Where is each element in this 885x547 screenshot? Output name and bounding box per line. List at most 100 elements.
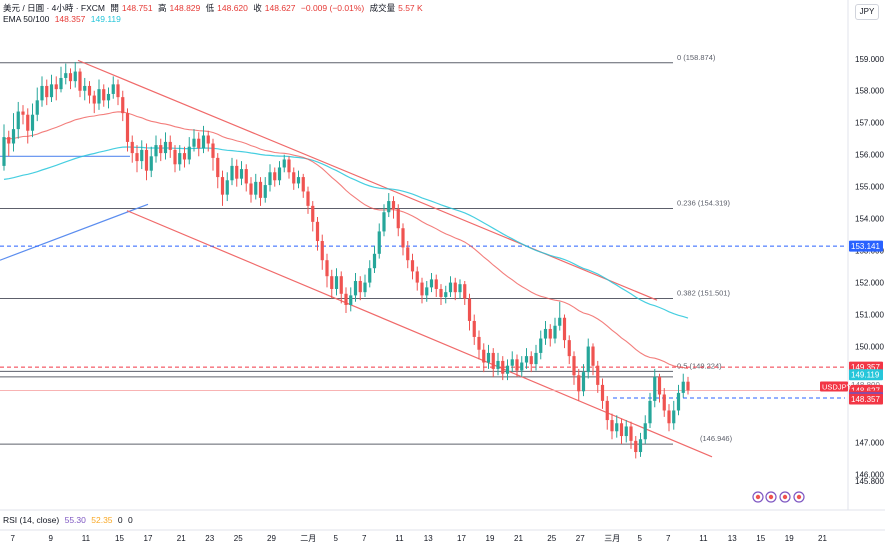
price-tag-text: 153.141: [851, 242, 880, 251]
candle: [377, 223, 381, 259]
candle: [420, 277, 424, 304]
ema-legend[interactable]: EMA 50/100 148.357 149.119: [3, 14, 124, 25]
candle: [106, 87, 111, 109]
candle: [54, 76, 58, 101]
candle: [624, 420, 628, 443]
candle: [681, 373, 685, 398]
candle: [387, 193, 391, 218]
ohlc-legend: 美元 / 日圓 · 4小時 · FXCM 開 148.751 高 148.829 低…: [3, 3, 426, 14]
symbol-title[interactable]: 美元 / 日圓 · 4小時 · FXCM: [3, 3, 106, 13]
candle: [59, 66, 63, 93]
y-tick-label: 156.000: [855, 151, 884, 160]
x-tick-label: 17: [144, 534, 153, 543]
candle: [311, 201, 315, 232]
x-tick-label: 15: [756, 534, 765, 543]
candle: [539, 330, 543, 360]
x-tick-label: 13: [424, 534, 433, 543]
candle: [225, 172, 229, 202]
volume-label: 成交量: [369, 3, 396, 13]
rsi-label: RSI (14, close): [3, 515, 60, 525]
candle: [610, 413, 614, 440]
candle: [282, 154, 286, 173]
event-flag-dot: [782, 494, 788, 500]
candle: [596, 360, 600, 393]
candle: [83, 77, 87, 101]
candle: [163, 132, 168, 160]
candle: [439, 284, 443, 305]
candle: [140, 140, 144, 170]
candle: [64, 63, 68, 85]
ema50-line: [3, 111, 689, 369]
candle: [16, 101, 20, 139]
candle: [263, 177, 267, 203]
candle: [634, 436, 638, 459]
candle: [686, 376, 690, 395]
x-tick-label: 7: [11, 534, 16, 543]
candle: [320, 234, 324, 270]
candle: [68, 68, 73, 90]
event-flag-dot: [768, 494, 774, 500]
candle: [21, 105, 25, 125]
candle: [121, 90, 125, 122]
candle: [49, 74, 54, 102]
candle: [615, 415, 619, 438]
x-tick-label: 9: [49, 534, 54, 543]
candle: [11, 113, 16, 152]
candle: [534, 344, 538, 371]
candle: [211, 138, 215, 171]
candle: [344, 287, 348, 313]
y-tick-label: 158.000: [855, 87, 884, 96]
candle: [26, 108, 30, 144]
currency-button[interactable]: JPY: [855, 4, 879, 20]
candle: [472, 314, 476, 345]
candle: [173, 145, 177, 173]
candle: [425, 280, 429, 302]
close-value: 148.627: [264, 3, 296, 13]
ema-label: EMA 50/100: [3, 14, 50, 24]
candle: [444, 285, 448, 304]
y-tick-label: 147.000: [855, 438, 884, 447]
candle: [287, 156, 291, 179]
candle: [458, 279, 462, 299]
fib-level-label: (146.946): [700, 434, 733, 443]
x-tick-label: 21: [514, 534, 523, 543]
price-tag-text: 148.357: [851, 395, 880, 404]
candle: [97, 79, 101, 110]
fib-level-label: 0 (158.874): [677, 53, 716, 62]
candle: [581, 364, 586, 397]
open-value: 148.751: [121, 3, 153, 13]
candle: [553, 317, 557, 344]
candle: [572, 351, 576, 385]
candle: [619, 418, 624, 445]
candle: [577, 368, 581, 401]
candle: [638, 432, 643, 457]
y-tick-label: 150.000: [855, 343, 884, 352]
candle: [562, 314, 567, 349]
x-tick-label: 三月: [604, 534, 620, 543]
candle: [296, 170, 301, 189]
price-tag-box: [849, 240, 883, 252]
candle: [187, 137, 191, 165]
candle: [415, 266, 419, 291]
rsi-value2: 52.35: [91, 515, 113, 525]
candle: [363, 274, 367, 297]
candle: [653, 368, 657, 408]
rsi-legend[interactable]: RSI (14, close) 55.30 52.35 0 0: [3, 515, 136, 525]
candle: [201, 125, 206, 154]
candle: [667, 404, 671, 432]
candle: [2, 124, 6, 171]
x-tick-label: 7: [362, 534, 367, 543]
fib-level-label: 0.5 (149.224): [677, 361, 722, 370]
x-tick-label: 13: [728, 534, 737, 543]
high-value: 148.829: [169, 3, 201, 13]
candle: [486, 344, 491, 369]
candle: [7, 130, 11, 157]
candle: [401, 223, 405, 256]
candle: [605, 396, 609, 430]
candle: [197, 132, 201, 157]
candle: [325, 253, 329, 288]
candle: [334, 268, 339, 296]
candle: [249, 177, 253, 203]
